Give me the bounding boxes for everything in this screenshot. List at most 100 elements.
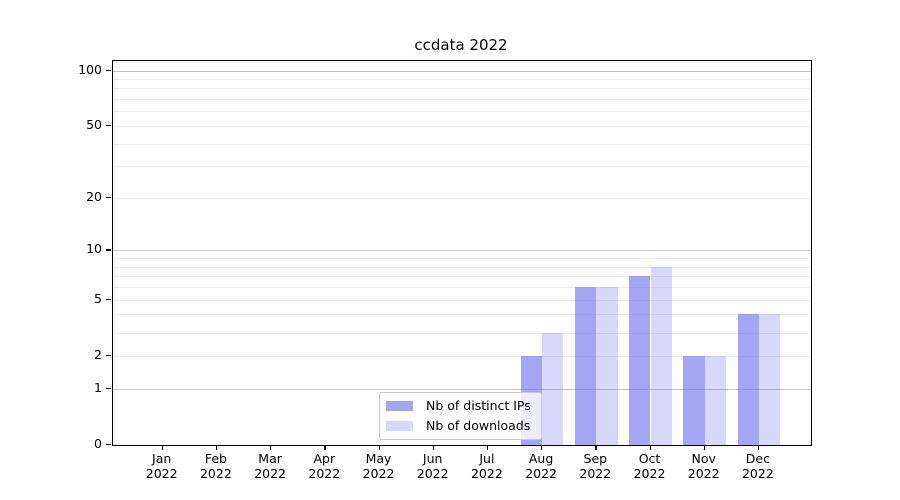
x-tick-mark xyxy=(161,445,163,450)
y-tick-mark xyxy=(106,354,111,357)
y-tick-mark xyxy=(106,298,111,300)
y-tick-label: 5 xyxy=(94,290,102,306)
legend-label-distinct-ips: Nb of distinct IPs xyxy=(426,398,531,413)
x-tick-month: Nov xyxy=(691,451,716,466)
x-tick-mark xyxy=(595,445,597,450)
gridline-minor xyxy=(113,143,811,145)
legend-swatch-downloads xyxy=(386,421,413,431)
plot-area xyxy=(112,60,812,446)
gridline-minor xyxy=(113,276,811,278)
x-tick-month: Feb xyxy=(204,451,227,466)
legend-row: Nb of downloads xyxy=(386,418,531,434)
gridline-minor xyxy=(113,125,811,127)
x-tick-mark xyxy=(703,445,705,450)
y-tick-label: 0 xyxy=(94,436,102,451)
legend-label-downloads: Nb of downloads xyxy=(426,418,531,433)
gridline-minor xyxy=(113,355,811,357)
bar-downloads xyxy=(596,287,618,445)
x-tick-label: May 2022 xyxy=(351,451,407,481)
x-tick-year: 2022 xyxy=(525,466,557,481)
y-tick-mark xyxy=(106,387,111,389)
gridline-major xyxy=(113,250,811,252)
x-tick-label: Oct 2022 xyxy=(622,451,678,481)
x-tick-mark xyxy=(757,445,760,450)
gridline-minor xyxy=(113,266,811,268)
x-tick-label: Mar 2022 xyxy=(242,451,298,481)
x-tick-month: Jun xyxy=(422,451,443,466)
gridline-minor xyxy=(113,332,811,334)
x-tick-year: 2022 xyxy=(579,466,612,481)
gridline-minor xyxy=(113,314,811,316)
x-tick-label: Feb 2022 xyxy=(188,451,244,481)
gridline-minor xyxy=(113,197,811,199)
y-tick-mark xyxy=(106,196,111,199)
gridline-minor xyxy=(113,99,811,101)
y-tick-mark xyxy=(106,444,111,446)
gridline-minor xyxy=(113,78,811,80)
x-tick-year: 2022 xyxy=(362,466,395,481)
x-tick-mark xyxy=(486,445,489,450)
x-tick-year: 2022 xyxy=(741,466,774,481)
y-tick-label: 50 xyxy=(86,116,102,132)
x-tick-label: Jan 2022 xyxy=(134,451,190,481)
x-tick-label: Dec 2022 xyxy=(730,451,786,481)
x-tick-year: 2022 xyxy=(145,466,178,481)
x-tick-mark xyxy=(270,445,272,450)
x-tick-month: Jan xyxy=(152,451,172,466)
x-tick-mark xyxy=(649,445,651,450)
y-tick-label: 2 xyxy=(94,346,102,362)
x-tick-month: Sep xyxy=(583,451,608,466)
chart-title: ccdata 2022 xyxy=(414,36,508,54)
x-tick-year: 2022 xyxy=(470,466,503,481)
gridline-minor xyxy=(113,166,811,168)
x-tick-mark xyxy=(215,445,218,450)
gridline-minor xyxy=(113,299,811,301)
x-tick-month: Aug xyxy=(528,451,554,466)
bar-downloads xyxy=(758,314,781,445)
x-tick-month: Jul xyxy=(479,451,495,466)
x-tick-year: 2022 xyxy=(687,466,720,481)
x-tick-year: 2022 xyxy=(633,466,666,481)
x-tick-year: 2022 xyxy=(254,466,286,481)
bar-distinct-ips xyxy=(683,355,705,445)
x-tick-month: Dec xyxy=(745,451,770,466)
gridline-minor xyxy=(113,287,811,289)
x-tick-year: 2022 xyxy=(308,466,341,481)
gridline-minor xyxy=(113,258,811,260)
bar-downloads xyxy=(650,266,672,445)
x-tick-mark xyxy=(324,445,326,450)
gridline-major xyxy=(113,388,811,390)
x-tick-label: Sep 2022 xyxy=(567,451,623,481)
y-tick-mark xyxy=(106,69,111,71)
x-tick-mark xyxy=(378,445,380,450)
gridline-major xyxy=(113,70,811,72)
legend-row: Nb of distinct IPs xyxy=(386,398,531,414)
y-tick-mark xyxy=(106,124,111,127)
gridline-minor xyxy=(113,88,811,90)
y-tick-label: 1 xyxy=(94,379,102,395)
x-tick-year: 2022 xyxy=(199,466,232,481)
x-tick-month: Mar xyxy=(258,451,282,466)
x-tick-year: 2022 xyxy=(416,466,449,481)
gridline-minor xyxy=(113,111,811,113)
y-tick-label: 10 xyxy=(86,241,102,257)
bar-distinct-ips xyxy=(737,314,759,445)
bar-downloads xyxy=(542,332,564,445)
x-tick-month: Oct xyxy=(638,451,661,466)
x-tick-label: Aug 2022 xyxy=(513,451,569,481)
x-tick-label: Nov 2022 xyxy=(676,451,732,481)
legend: Nb of distinct IPs Nb of downloads xyxy=(379,392,542,440)
x-tick-label: Jun 2022 xyxy=(405,451,461,481)
bar-downloads xyxy=(704,355,727,445)
bar-distinct-ips xyxy=(574,287,597,445)
x-tick-label: Apr 2022 xyxy=(296,451,352,481)
x-tick-month: May xyxy=(365,451,392,466)
x-tick-mark xyxy=(432,445,434,450)
y-tick-label: 100 xyxy=(78,61,102,77)
bar-distinct-ips xyxy=(629,276,651,445)
x-tick-label: Jul 2022 xyxy=(459,451,515,481)
y-tick-mark xyxy=(106,249,111,251)
legend-swatch-distinct-ips xyxy=(386,401,413,411)
y-tick-label: 20 xyxy=(86,188,102,204)
